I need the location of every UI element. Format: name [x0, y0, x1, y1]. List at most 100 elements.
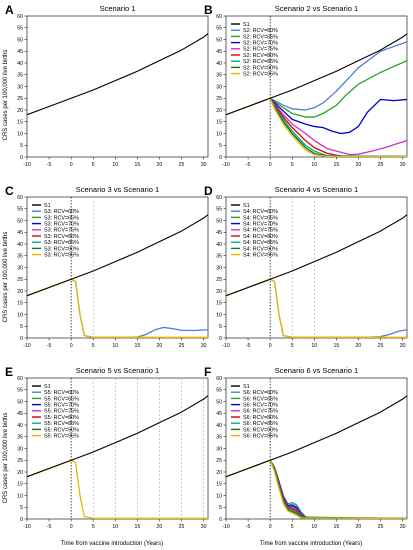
y-tick-label: 15: [17, 301, 23, 307]
y-tick-label: 5: [219, 324, 222, 330]
panel-D: Scenario 4 vs Scenario 1 D -10 -5 0 5 10 15 20 25…: [204, 184, 408, 349]
y-tick-label: 15: [17, 120, 23, 126]
y-tick-label: 55: [17, 26, 23, 32]
legend-label: S5: RCV=75%: [44, 409, 79, 415]
legend-label: S5: RCV=65%: [44, 396, 79, 402]
x-tick-label: 5: [291, 162, 294, 168]
y-axis-label-bottom: CRS cases per 100,000 live births: [3, 413, 9, 504]
legend-label: S2: RCV=85%: [243, 59, 278, 65]
legend-label: S2: RCV=70%: [243, 41, 278, 47]
y-tick-label: 0: [219, 155, 222, 161]
panel-letter: A: [5, 3, 14, 17]
panel-title: Scenario 1: [100, 4, 136, 13]
y-tick-label: 25: [17, 277, 23, 283]
legend-label: S1: [44, 384, 51, 390]
y-tick-label: 50: [216, 218, 222, 224]
y-tick-label: 0: [20, 155, 23, 161]
y-tick-label: 10: [17, 493, 23, 499]
x-tick-label: 20: [157, 343, 163, 349]
panel-B: Scenario 2 vs Scenario 1 B -10 -5 0 5 10 15 20 25…: [204, 3, 408, 168]
y-tick-label: 60: [17, 376, 23, 382]
x-tick-label: 30: [201, 524, 207, 530]
x-tick-label: 0: [269, 524, 272, 530]
x-tick-label: -5: [246, 524, 251, 530]
y-tick-label: 35: [216, 435, 222, 441]
series-group: [226, 214, 407, 338]
legend-label: S4: RCV=60%: [243, 209, 278, 215]
series-line: [27, 33, 208, 116]
x-tick-label: 20: [157, 162, 163, 168]
legend-label: S3: RCV=90%: [44, 246, 79, 252]
series-line: [27, 395, 208, 478]
y-tick-label: 60: [216, 195, 222, 201]
legend-label: S4: RCV=95%: [243, 253, 278, 259]
y-tick-label: 30: [17, 446, 23, 452]
y-tick-label: 15: [216, 301, 222, 307]
y-tick-label: 5: [20, 505, 23, 511]
x-tick-label: 20: [356, 162, 362, 168]
legend-label: S5: RCV=70%: [44, 403, 79, 409]
y-tick-label: 0: [20, 336, 23, 342]
x-tick-label: -10: [23, 343, 31, 349]
series-group: [27, 214, 208, 338]
panel-letter: C: [5, 184, 14, 198]
x-tick-label: -10: [222, 162, 230, 168]
y-tick-label: 0: [219, 336, 222, 342]
panel-letter: F: [204, 365, 211, 379]
x-tick-label: 10: [112, 524, 118, 530]
y-tick-label: 35: [216, 73, 222, 79]
x-tick-label: 15: [134, 524, 140, 530]
x-tick-label: 30: [400, 524, 406, 530]
y-tick-label: 30: [216, 446, 222, 452]
series-group: [226, 395, 407, 519]
y-tick-label: 30: [17, 265, 23, 271]
series-line: [226, 33, 407, 116]
y-tick-label: 60: [216, 14, 222, 20]
y-axis-label-middle: CRS cases per 100,000 live births: [3, 232, 9, 323]
legend-label: S4: RCV=85%: [243, 240, 278, 246]
x-tick-label: -5: [47, 343, 52, 349]
series-line: [27, 278, 208, 338]
y-tick-label: 5: [20, 324, 23, 330]
x-tick-label: 0: [70, 162, 73, 168]
y-tick-label: 45: [216, 230, 222, 236]
x-tick-label: 10: [112, 343, 118, 349]
series-line: [226, 214, 407, 297]
x-tick-label: 0: [70, 524, 73, 530]
legend-label: S4: RCV=90%: [243, 246, 278, 252]
y-tick-label: 20: [216, 470, 222, 476]
x-tick-label: 15: [134, 162, 140, 168]
legend-label: S2: RCV=80%: [243, 53, 278, 59]
x-tick-label: 30: [201, 343, 207, 349]
series-line: [269, 41, 407, 111]
series-line: [269, 459, 407, 519]
y-tick-label: 30: [216, 265, 222, 271]
y-tick-label: 40: [17, 242, 23, 248]
y-tick-label: 40: [17, 423, 23, 429]
x-tick-label: -10: [222, 343, 230, 349]
legend-label: S3: RCV=60%: [44, 209, 79, 215]
series-line: [269, 60, 407, 118]
y-tick-label: 25: [216, 277, 222, 283]
y-tick-label: 25: [17, 458, 23, 464]
x-axis-label-right: Time from vaccine introduction (Years): [260, 541, 362, 547]
legend-label: S5: RCV=90%: [44, 427, 79, 433]
legend-label: S2: RCV=90%: [243, 65, 278, 71]
legend-label: S3: RCV=70%: [44, 222, 79, 228]
series-group: [27, 33, 208, 116]
x-tick-label: 15: [333, 524, 339, 530]
legend-label: S1: [44, 203, 51, 209]
panel-E: Scenario 5 vs Scenario 1 E -10 -5 0 5 10 15 20 25…: [5, 365, 209, 530]
legend-label: S3: RCV=85%: [44, 240, 79, 246]
legend-label: S1: [243, 384, 250, 390]
series-line: [269, 97, 407, 156]
x-tick-label: 0: [70, 343, 73, 349]
x-tick-label: 5: [92, 162, 95, 168]
y-tick-label: 50: [17, 399, 23, 405]
series-group: [226, 33, 407, 157]
legend-label: S5: RCV=85%: [44, 421, 79, 427]
series-group: [27, 395, 208, 519]
x-tick-label: -10: [222, 524, 230, 530]
y-tick-label: 60: [17, 14, 23, 20]
